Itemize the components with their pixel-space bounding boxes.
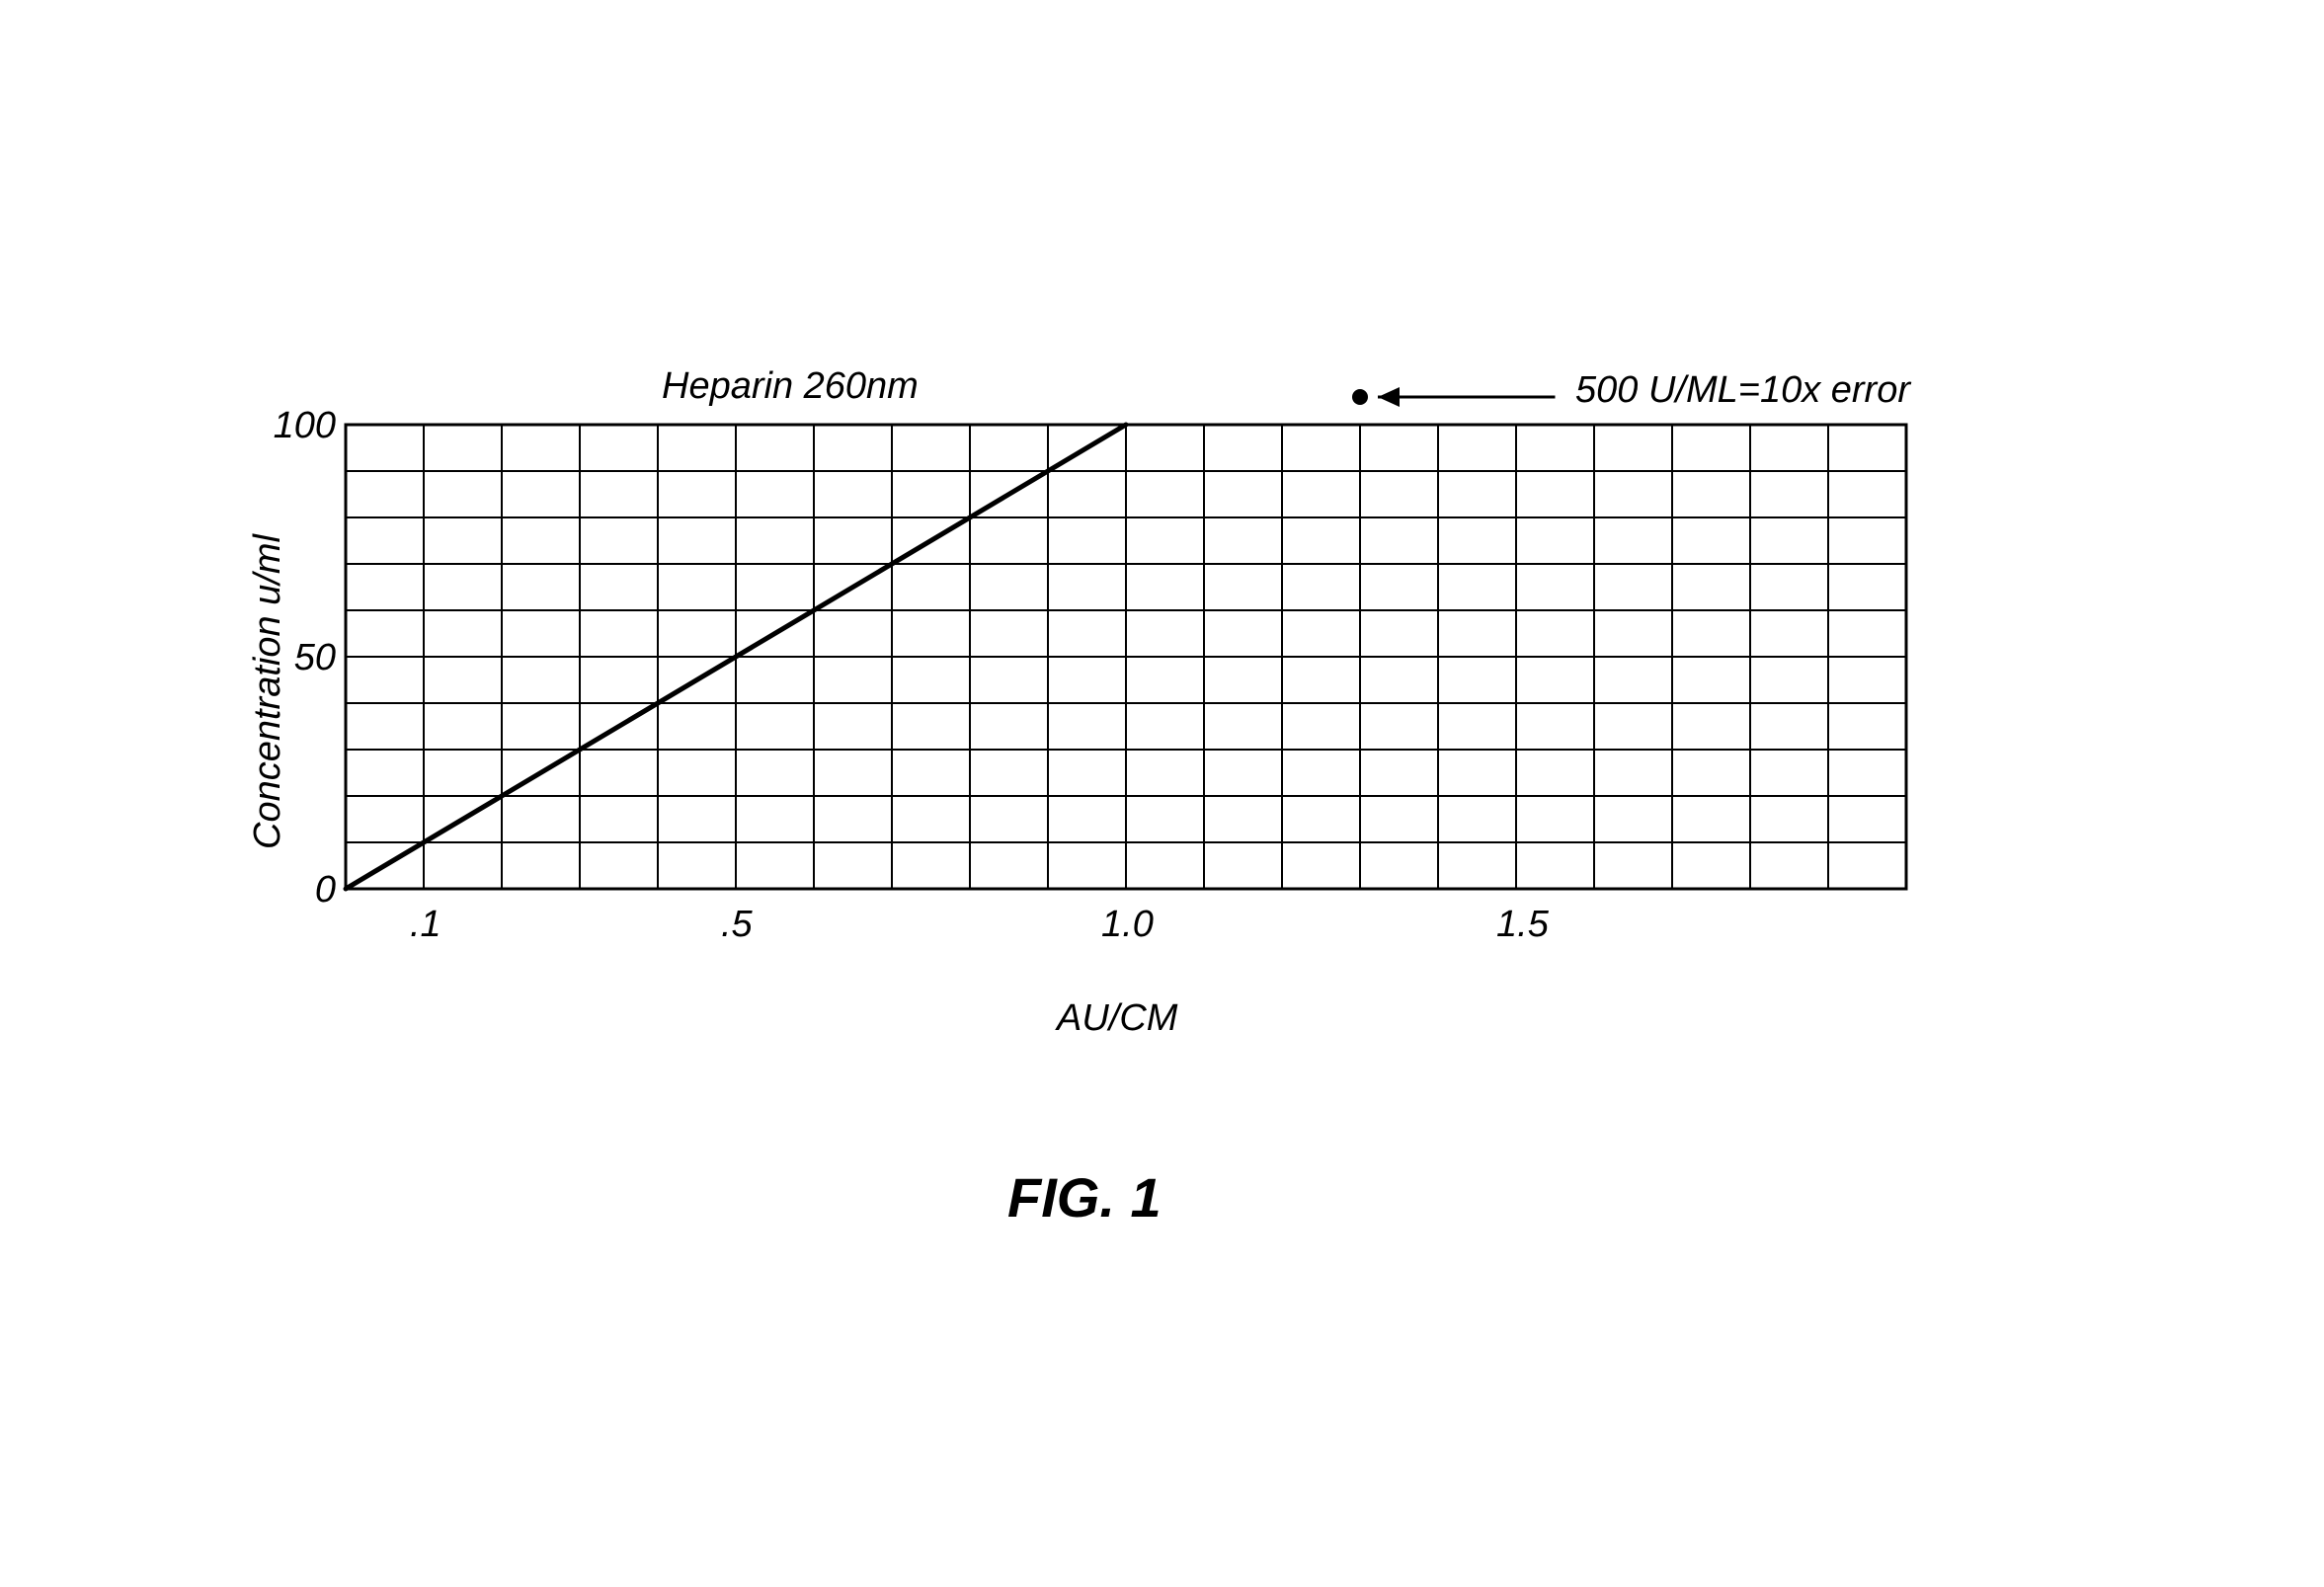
figure-caption: FIG. 1 xyxy=(1007,1165,1162,1230)
y-axis-label: Concentration u/ml xyxy=(247,534,289,849)
y-tick-label: 50 xyxy=(272,637,336,679)
x-axis-label: AU/CM xyxy=(1057,997,1177,1040)
y-tick-label: 0 xyxy=(272,869,336,912)
x-tick-label: .1 xyxy=(410,904,441,946)
chart-title: Heparin 260nm xyxy=(662,365,919,408)
x-tick-label: .5 xyxy=(721,904,753,946)
x-tick-label: 1.5 xyxy=(1496,904,1549,946)
annotation-text: 500 U/ML=10x error xyxy=(1575,369,1910,412)
page: Heparin 260nm Concentration u/ml 100 50 … xyxy=(0,0,2324,1587)
chart-container: Heparin 260nm Concentration u/ml 100 50 … xyxy=(237,375,2015,1086)
x-tick-label: 1.0 xyxy=(1101,904,1154,946)
y-tick-label: 100 xyxy=(272,405,336,447)
chart-svg xyxy=(237,375,2015,1086)
